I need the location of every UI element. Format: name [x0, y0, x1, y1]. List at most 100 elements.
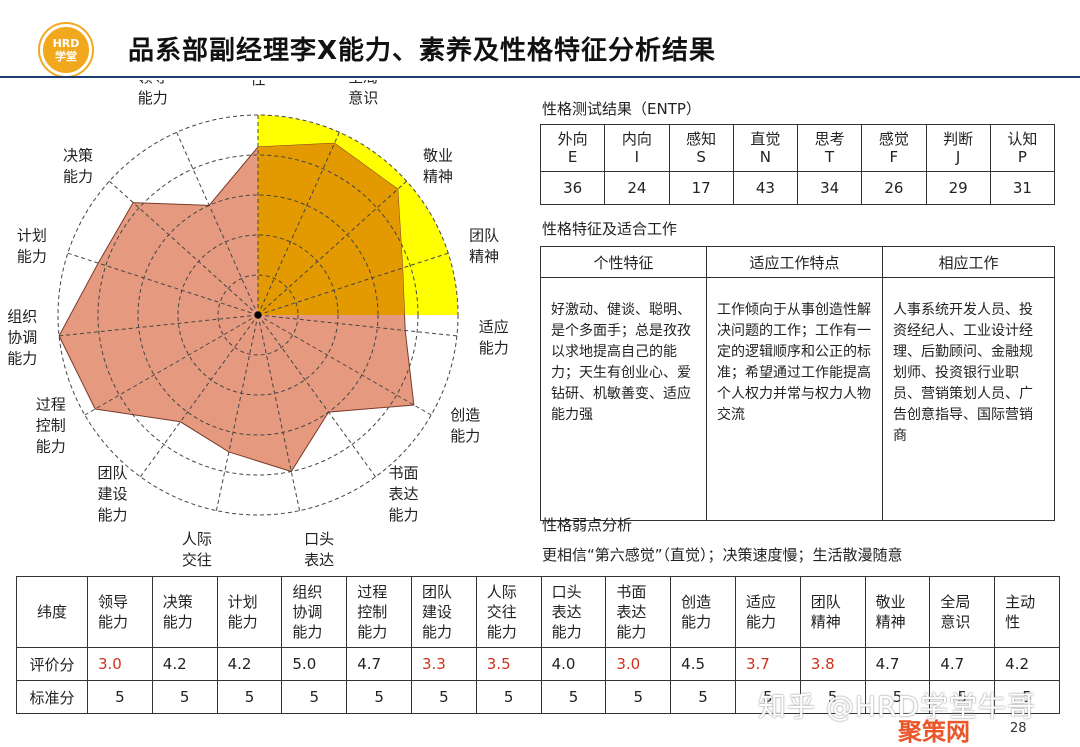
- axis-label: 过程: [36, 396, 66, 414]
- standard-score: 5: [475, 680, 542, 714]
- dimension-header: 敬业 精神: [864, 576, 931, 648]
- axis-label: 协调: [7, 329, 37, 347]
- axis-label: 能力: [450, 427, 480, 445]
- axis-label: 交往: [182, 551, 212, 569]
- dimension-header: 计划 能力: [216, 576, 283, 648]
- personality-header: 判断 J: [925, 124, 991, 172]
- evaluation-score: 4.0: [540, 647, 607, 681]
- grid-spoke: [140, 314, 259, 478]
- personality-header: 认知 P: [989, 124, 1056, 172]
- axis-label: 表达: [304, 551, 334, 569]
- standard-score: 5: [346, 680, 412, 714]
- evaluation-score: 3.0: [605, 647, 672, 681]
- grid-spoke: [257, 314, 301, 511]
- axis-label: 组织: [7, 308, 37, 326]
- axis-label: 人际: [182, 530, 212, 548]
- axis-label: 团队: [469, 226, 499, 244]
- row-label-score: 评价分: [16, 647, 88, 681]
- standard-score: 5: [929, 680, 996, 714]
- grid-spoke: [215, 314, 259, 511]
- weakness-text: 更相信“第六感觉”（直觉）；决策速度慢；生活散漫随意: [542, 546, 903, 564]
- watermark: 知乎 @HRD学堂牛哥: [758, 690, 1036, 723]
- grid-spoke: [257, 314, 432, 416]
- weakness-label: 性格弱点分析: [542, 516, 633, 534]
- grid-ring: [97, 154, 419, 476]
- center-point: [254, 311, 262, 319]
- evaluation-score: 4.7: [346, 647, 412, 681]
- personality-header: 外向 E: [539, 124, 606, 172]
- grid-spoke: [257, 252, 449, 316]
- standard-score: 5: [799, 680, 866, 714]
- grid-spoke: [257, 132, 340, 316]
- dimension-header: 领导 能力: [87, 576, 153, 648]
- title-divider: [0, 76, 1080, 78]
- score-polygon-overlap: [258, 143, 405, 315]
- axis-label: 口头: [304, 530, 334, 548]
- personality-test-label: 性格测试结果（ENTP）: [542, 100, 701, 118]
- row-label-dimension: 纬度: [16, 576, 88, 648]
- evaluation-score: 3.3: [410, 647, 477, 681]
- personality-score: 36: [539, 171, 606, 205]
- traits-label: 性格特征及适合工作: [542, 220, 678, 238]
- evaluation-score: 4.7: [864, 647, 931, 681]
- personality-header: 内向 I: [604, 124, 670, 172]
- standard-score: 5: [670, 680, 736, 714]
- axis-label: 能力: [479, 339, 509, 357]
- dimension-header: 创造 能力: [670, 576, 736, 648]
- radar-chart: 主动性全局意识敬业精神团队精神适应能力创造能力书面表达能力口头表达能力人际交往能…: [7, 80, 509, 569]
- dimension-header: 人际 交往 能力: [475, 576, 542, 648]
- personality-header: 思考 T: [796, 124, 863, 172]
- standard-score: 5: [994, 680, 1060, 714]
- standard-score: 5: [216, 680, 283, 714]
- axis-label: 表达: [388, 485, 418, 503]
- traits-cell-work-features: 工作倾向于从事创造性解决问题的工作；工作有一定的逻辑顺序和公正的标准；希望通过工…: [706, 277, 883, 521]
- axis-label: 能力: [36, 438, 66, 456]
- axis-label: 能力: [97, 506, 127, 524]
- evaluation-score: 3.0: [87, 647, 153, 681]
- grid-ring: [217, 274, 299, 356]
- traits-cell-personality: 好激动、健谈、聪明、是个多面手；总是孜孜以求地提高自己的能力；天生有创业心、爱钻…: [540, 277, 707, 521]
- personality-score: 34: [796, 171, 863, 205]
- personality-score: 31: [989, 171, 1056, 205]
- traits-header-personality: 个性特征: [540, 246, 707, 278]
- axis-label: 控制: [36, 417, 66, 435]
- traits-header-jobs: 相应工作: [882, 246, 1055, 278]
- page-title: 品系部副经理李X能力、素养及性格特征分析结果: [128, 36, 717, 66]
- axis-label: 精神: [423, 167, 453, 185]
- personality-header: 直觉 N: [732, 124, 799, 172]
- personality-score: 17: [668, 171, 734, 205]
- standard-score: 5: [151, 680, 218, 714]
- evaluation-score: 3.8: [799, 647, 866, 681]
- personality-header: 感知 S: [668, 124, 734, 172]
- grid-spoke: [176, 132, 259, 316]
- grid-ring: [177, 234, 339, 396]
- traits-cell-jobs: 人事系统开发人员、投资经纪人、工业设计经理、后勤顾问、金融规划师、投资银行业职员…: [882, 277, 1055, 521]
- axis-label: 适应: [479, 318, 509, 336]
- axis-label: 决策: [63, 146, 93, 164]
- dimension-header: 决策 能力: [151, 576, 218, 648]
- dimension-header: 口头 表达 能力: [540, 576, 607, 648]
- axis-label: 领导: [138, 80, 168, 86]
- axis-label: 能力: [17, 247, 47, 265]
- grid-spoke: [257, 180, 407, 316]
- personality-score: 24: [604, 171, 670, 205]
- dimension-header: 主动性: [994, 576, 1060, 648]
- page-number: 28: [1010, 721, 1027, 736]
- grid-spoke: [257, 314, 457, 337]
- grid-spoke: [67, 252, 259, 316]
- standard-score: 5: [410, 680, 477, 714]
- axis-label: 书面: [388, 464, 418, 482]
- dimension-header: 团队 建设 能力: [410, 576, 477, 648]
- traits-header-work-features: 适应工作特点: [706, 246, 883, 278]
- brand-watermark: 聚策网: [898, 718, 970, 746]
- dimension-header: 全局 意识: [929, 576, 996, 648]
- axis-label: 敬业: [423, 146, 453, 164]
- dimension-header: 适应 能力: [734, 576, 801, 648]
- axis-label: 意识: [348, 89, 378, 107]
- axis-label: 全局: [348, 80, 378, 86]
- evaluation-score: 4.7: [929, 647, 996, 681]
- standard-score: 5: [540, 680, 607, 714]
- personality-score: 26: [861, 171, 927, 205]
- axis-label: 性: [250, 80, 265, 88]
- row-label-standard: 标准分: [16, 680, 88, 714]
